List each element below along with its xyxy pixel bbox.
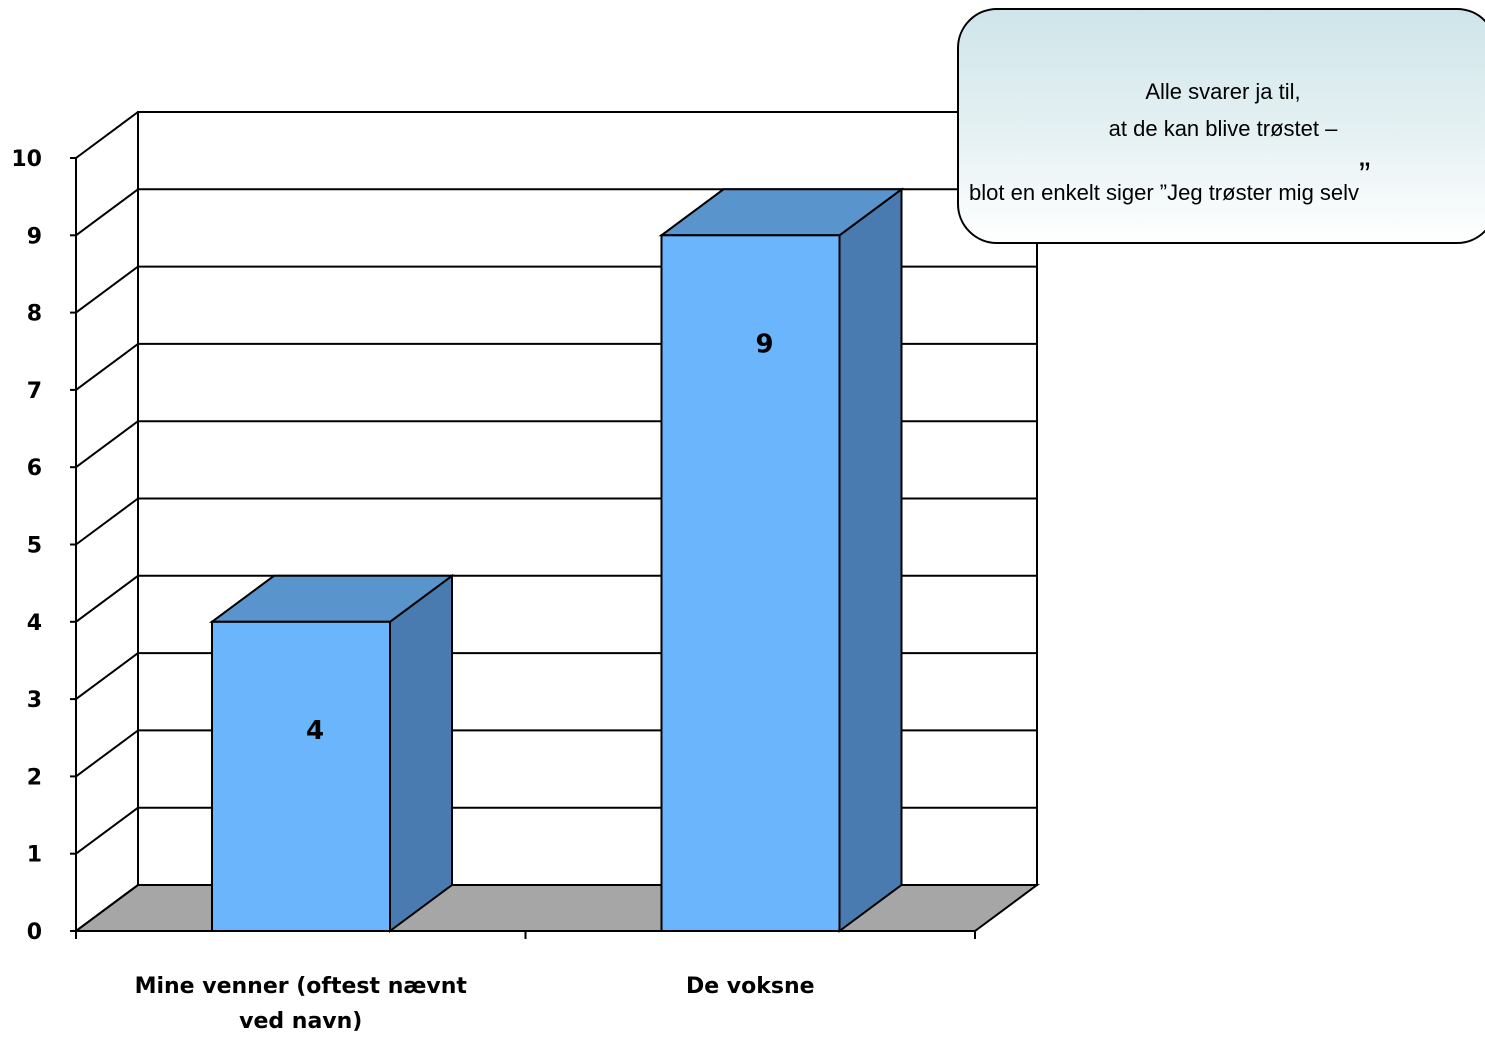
side-wall-gridline <box>75 420 139 469</box>
bar <box>208 573 456 933</box>
side-wall-gridline <box>75 652 139 700</box>
callout-line-3: blot en enkelt siger ”Jeg trøster mig se… <box>969 158 1370 208</box>
callout-line-2: at de kan blive trøstet – <box>1108 116 1338 141</box>
y-tick-label: 0 <box>27 920 42 945</box>
y-tick-label: 6 <box>27 456 42 481</box>
side-wall-gridline <box>75 265 139 314</box>
bar-side <box>838 187 903 933</box>
side-wall-gridline <box>75 497 139 546</box>
bar-side <box>389 573 453 933</box>
callout-box: Alle svarer ja til, at de kan blive trøs… <box>957 8 1485 244</box>
category-label: Mine venner (oftest nævnt <box>135 974 468 999</box>
category-label: ved navn) <box>239 1009 362 1034</box>
category-label: De voksne <box>686 974 815 999</box>
y-tick-label: 2 <box>27 765 42 790</box>
side-wall-gridline <box>75 343 139 391</box>
y-tick-label: 10 <box>11 147 42 172</box>
closing-quote: ” <box>1359 156 1371 194</box>
y-tick-label: 5 <box>27 534 42 559</box>
y-tick-label: 7 <box>27 379 42 404</box>
bar-front <box>211 620 391 932</box>
data-label: 4 <box>306 716 324 746</box>
side-wall-gridline <box>75 574 139 623</box>
y-tick-label: 3 <box>27 688 42 713</box>
side-wall-gridline <box>75 111 139 159</box>
y-tick-label: 4 <box>27 611 42 636</box>
data-label: 9 <box>755 329 773 359</box>
callout-line-3-text: blot en enkelt siger ”Jeg trøster mig se… <box>969 180 1360 205</box>
bar-front <box>660 234 841 933</box>
callout-line-1: Alle svarer ja til, <box>1145 79 1301 104</box>
y-tick-label: 8 <box>27 302 42 327</box>
side-wall-gridline <box>75 729 139 778</box>
side-wall-gridline <box>75 884 139 932</box>
y-tick-label: 1 <box>27 843 42 868</box>
side-wall-gridline <box>75 188 139 237</box>
y-tick-label: 9 <box>27 224 42 249</box>
side-wall-gridline <box>75 806 139 855</box>
bar <box>658 187 905 933</box>
